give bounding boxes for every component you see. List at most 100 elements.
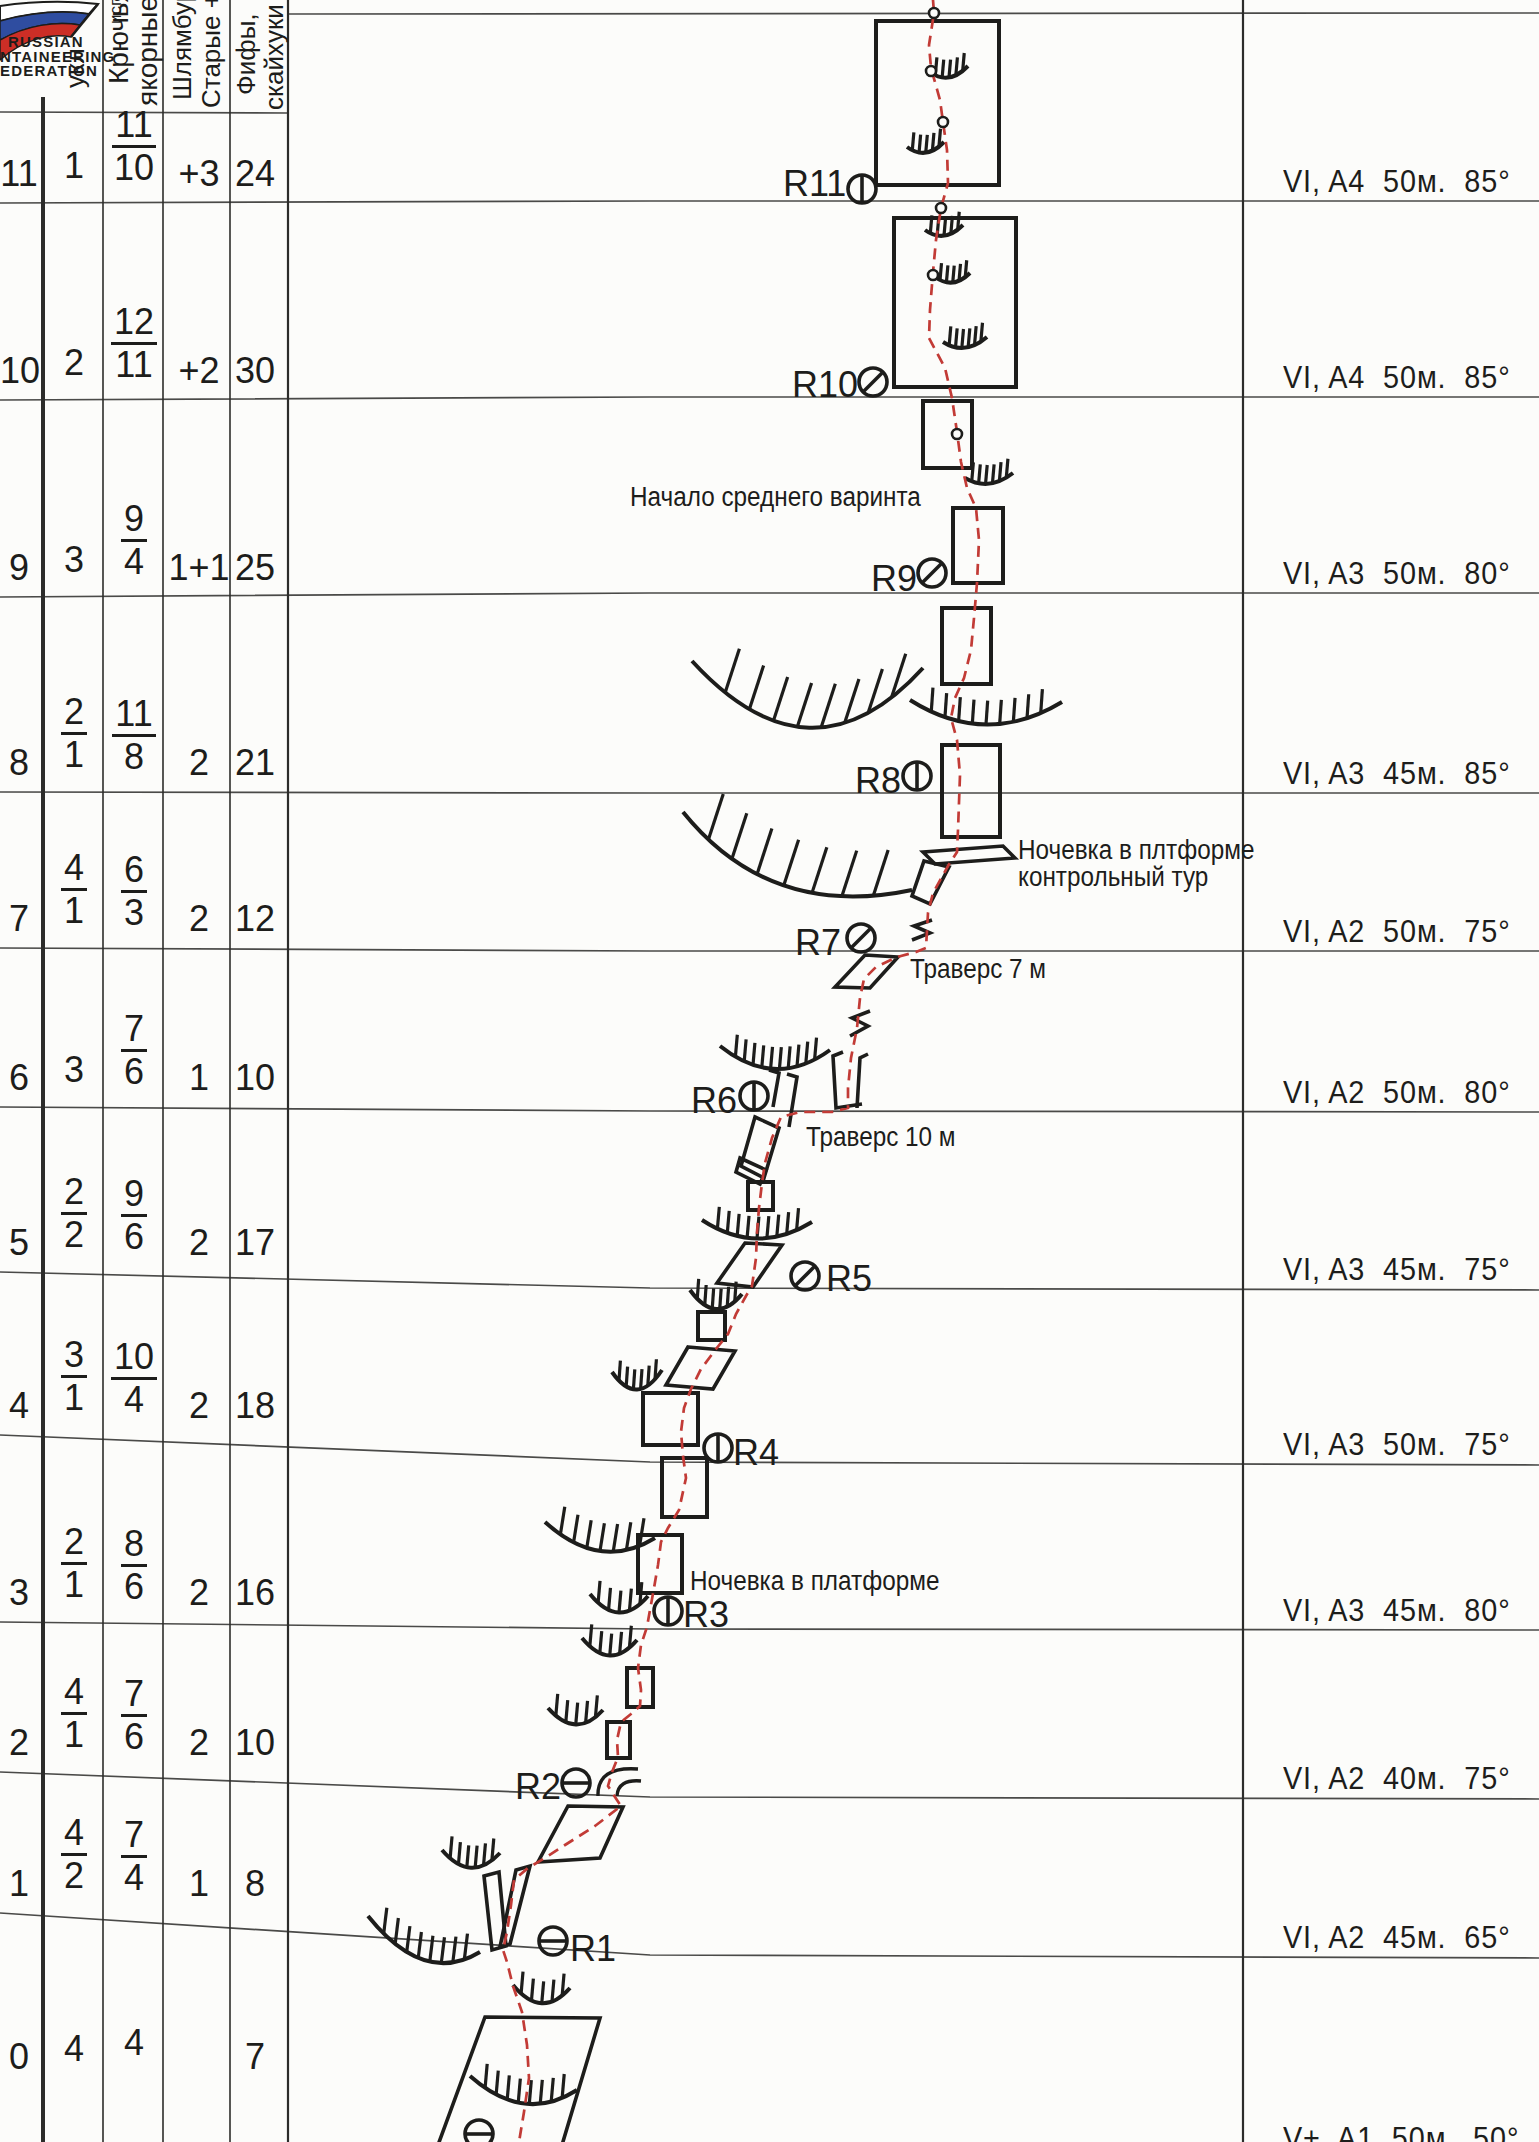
rock-ledge [717,1243,782,1287]
fifi-count: 18 [229,1385,281,1427]
fifi-count: 16 [229,1572,281,1614]
pitch-number: 9 [0,547,38,589]
belay-symbol-R6 [740,1082,768,1110]
belay-label-R9: R9 [871,558,917,600]
party-count: 2 [46,342,102,384]
belay-label-R5: R5 [826,1258,872,1300]
bolts-count: 2 [168,1572,230,1614]
route-point-icon [936,203,946,213]
overhang-arc [368,1908,480,1963]
rock-block [662,1458,707,1517]
header-col-pitons-line2: якорные [132,0,164,106]
fifi-count: 25 [229,547,281,589]
header-col-pitons-line1: Крючья [103,0,135,84]
pitch-rating: VI, A3 45м. 85° [1283,755,1511,792]
belay-label-R11: R11 [783,163,846,205]
row-separator-line [0,593,1539,597]
party-count: 21 [46,1522,102,1606]
overhang-arc [442,1836,500,1867]
overhang-arc [683,794,912,897]
pitons-count: 74 [106,1815,162,1899]
note-mid-variant: Начало среднего варинта [630,482,921,513]
row-separator-line [0,201,1539,203]
pitons-count: 104 [106,1337,162,1421]
pitch-number: 2 [0,1722,38,1764]
route-point-icon [929,8,939,18]
belay-label-R3: R3 [683,1594,729,1636]
pitch-rating: VI, A3 50м. 75° [1283,1426,1511,1463]
pitch-number: 5 [0,1222,38,1264]
fifi-count: 24 [229,153,281,195]
belay-label-R2: R2 [515,1766,561,1808]
bolts-count: +2 [168,350,230,392]
overhang-arc [470,2064,577,2104]
header-col-fifi-line1: Фифы, [231,13,262,95]
pitons-count: 76 [106,1009,162,1093]
fifi-count: 12 [229,898,281,940]
party-count: 3 [46,1049,102,1091]
party-count: 22 [46,1172,102,1256]
pitch-rating: VI, A2 40м. 75° [1283,1760,1511,1797]
header-col-incline: укл [60,48,91,88]
note-bivouac-platform-2: Ночевка в платформе [690,1566,939,1597]
belay-symbol-R10 [859,368,887,396]
bolts-count: 2 [168,898,230,940]
pitch-rating: VI, A3 45м. 80° [1283,1592,1511,1629]
party-count: 41 [46,1672,102,1756]
party-count: 3 [46,539,102,581]
belay-symbol-R0 [465,2120,493,2142]
belay-symbol-R8 [903,762,931,790]
pitons-count: 1211 [106,302,162,386]
belay-symbol-R7 [847,924,875,952]
pitch-number: 1 [0,1863,38,1905]
pitons-count: 86 [106,1524,162,1608]
pitch-rating: VI, A4 50м. 85° [1283,359,1511,396]
header-col-bolts-line1: Шлямбур. Г [167,0,198,100]
overhang-arc [692,649,923,728]
bolts-count: 1 [168,1863,230,1905]
bolts-count: 1+1 [168,547,230,589]
pitons-count: 4 [106,2022,162,2064]
note-traverse-7m: Траверс 7 м [910,954,1046,985]
belay-symbol-R2 [562,1769,590,1797]
route-line [503,0,979,2142]
party-count: 21 [46,692,102,776]
note-traverse-10m: Траверс 10 м [806,1122,956,1153]
fifi-count: 30 [229,350,281,392]
fifi-count: 21 [229,742,281,784]
pitons-count: 1110 [106,105,162,189]
route-point-icon [928,270,938,280]
party-count: 31 [46,1335,102,1419]
bolts-count: 2 [168,1385,230,1427]
header-col-fifi-line2: скайхуки [259,4,290,110]
pitons-count: 63 [106,850,162,934]
pitch-rating: VI, A4 50м. 85° [1283,163,1511,200]
belay-label-R4: R4 [733,1432,779,1474]
pitch-number: 6 [0,1057,38,1099]
pitons-count: 76 [106,1674,162,1758]
rock-block [643,1393,698,1445]
top-border-line [288,13,1539,14]
pitch-rating: VI, A3 45м. 75° [1283,1251,1511,1288]
overhang-arc [720,1035,830,1069]
pitch-number: 0 [0,2036,38,2078]
row-separator-line [0,792,1539,793]
horn-hook-icon [617,1781,641,1796]
pitch-number: 4 [0,1385,38,1427]
fifi-count: 10 [229,1722,281,1764]
header-col-bolts-line2: Старые + с [196,0,227,108]
fifi-count: 7 [229,2036,281,2078]
bolts-count: 2 [168,1222,230,1264]
belay-symbol-R3 [654,1597,682,1625]
note-control-tour: контрольный тур [1018,862,1208,893]
overhang-arc [935,260,970,282]
rock-ledge [923,846,1015,864]
pendulum-zigzag-icon [912,920,932,940]
overhang-arc [925,212,963,236]
pitch-number: 10 [0,350,38,392]
pitch-rating: VI, A2 50м. 75° [1283,913,1511,950]
fifi-count: 8 [229,1863,281,1905]
rock-block [923,401,972,468]
belay-symbol-R4 [704,1434,732,1462]
party-count: 42 [46,1813,102,1897]
